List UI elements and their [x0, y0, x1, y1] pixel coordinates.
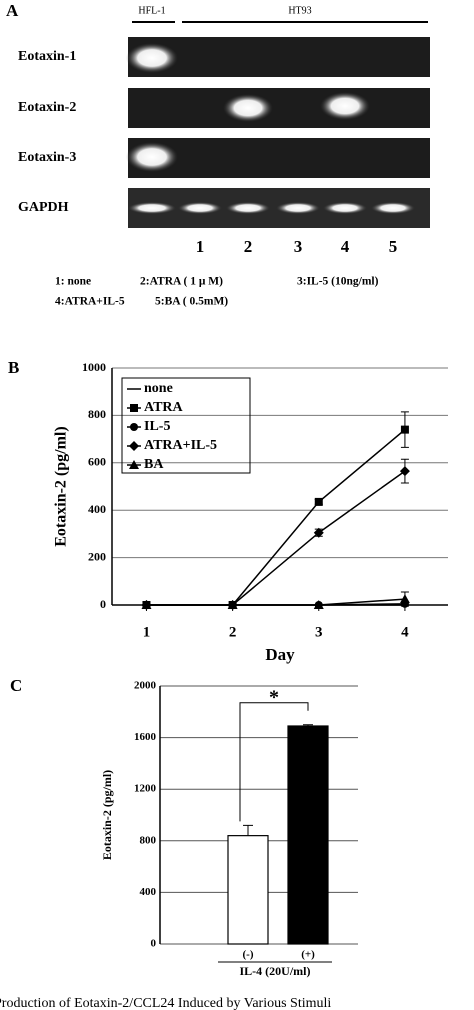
series-line: [146, 470, 406, 606]
y-tick-label: 1200: [134, 783, 157, 795]
row-label: Eotaxin-2: [18, 100, 76, 115]
error-bar: [303, 724, 313, 726]
legend-box: [121, 377, 251, 474]
y-tick-label: 1600: [134, 731, 157, 743]
lane-legend: 1: none: [55, 276, 91, 288]
x-tick-label: 1: [143, 624, 151, 640]
marker: [400, 425, 409, 434]
y-tick-label: 200: [88, 549, 106, 563]
x-tick-label: (-): [243, 949, 254, 961]
marker: [313, 600, 324, 609]
row-label: Eotaxin-3: [18, 150, 76, 165]
bar: [287, 725, 329, 945]
panel-label: A: [6, 1, 19, 20]
y-tick-label: 400: [140, 886, 157, 898]
y-tick-label: 2000: [134, 680, 157, 692]
y-tick-label: 1000: [82, 360, 106, 374]
row-label: Eotaxin-1: [18, 49, 76, 64]
significance-mark: *: [269, 686, 279, 708]
lane-label: 2: [244, 237, 253, 256]
lane-legend: 3:IL-5 (10ng/ml): [297, 276, 379, 288]
y-tick-label: 400: [88, 502, 106, 516]
y-axis-label: Eotaxin-2 (pg/ml): [100, 770, 114, 860]
group-label: HFL-1: [138, 5, 165, 16]
lane-legend: 2:ATRA ( 1 μ M): [140, 276, 223, 288]
marker: [141, 600, 152, 609]
marker: [130, 404, 138, 412]
marker: [129, 460, 139, 469]
panel-label: C: [10, 676, 22, 695]
legend-label: IL-5: [144, 419, 170, 434]
x-axis-label: IL-4 (20U/ml): [240, 964, 311, 978]
x-tick-label: 2: [229, 624, 237, 640]
marker: [399, 466, 410, 477]
x-tick-label: (+): [301, 949, 315, 961]
marker: [129, 441, 139, 451]
marker: [313, 527, 324, 538]
legend-label: none: [144, 381, 173, 396]
marker: [399, 594, 410, 604]
bar: [227, 835, 269, 945]
legend-label: BA: [144, 457, 164, 472]
series-line: [146, 598, 405, 606]
marker: [227, 600, 238, 609]
y-axis-label: Eotaxin-2 (pg/ml): [53, 426, 70, 546]
y-tick-label: 800: [88, 407, 106, 421]
series-line: [146, 429, 406, 606]
y-tick-label: 0: [151, 938, 157, 950]
lane-label: 3: [294, 237, 303, 256]
legend-label: ATRA+IL-5: [144, 438, 217, 453]
row-label: GAPDH: [18, 200, 69, 215]
lane-label: 1: [196, 237, 205, 256]
marker: [130, 423, 138, 431]
lane-legend: 5:BA ( 0.5mM): [155, 296, 228, 308]
legend-label: ATRA: [144, 400, 184, 415]
lane-legend: 4:ATRA+IL-5: [55, 296, 125, 308]
lane-label: 5: [389, 237, 398, 256]
group-label: HT93: [288, 5, 311, 16]
y-tick-label: 600: [88, 455, 106, 469]
x-axis-label: Day: [265, 645, 295, 664]
caption: Production of Eotaxin-2/CCL24 Induced by…: [0, 996, 331, 1010]
y-tick-label: 0: [100, 597, 106, 611]
marker: [314, 497, 323, 506]
x-tick-label: 4: [401, 624, 409, 640]
x-tick-label: 3: [315, 624, 323, 640]
y-tick-label: 800: [140, 834, 157, 846]
gel: [126, 37, 430, 228]
lane-label: 4: [341, 237, 350, 256]
panel-label: B: [8, 358, 19, 377]
significance-bracket: [239, 702, 309, 822]
error-bar: [243, 824, 253, 836]
